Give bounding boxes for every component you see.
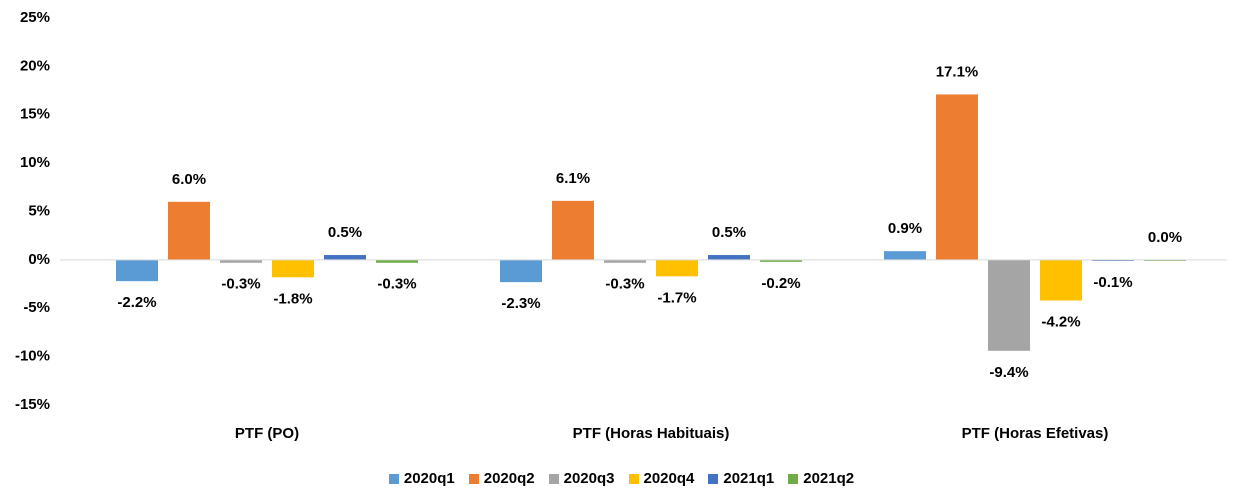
bar xyxy=(760,259,802,262)
bar xyxy=(376,259,418,263)
data-label: 0.9% xyxy=(888,220,922,237)
y-tick-label: 15% xyxy=(20,106,50,123)
legend-swatch xyxy=(388,473,399,484)
legend-label: 2021q2 xyxy=(803,470,855,487)
bar xyxy=(220,259,262,263)
data-label: 6.0% xyxy=(172,171,206,188)
bar xyxy=(116,259,158,282)
y-tick-label: 0% xyxy=(28,251,50,268)
bar xyxy=(656,259,698,277)
legend-swatch xyxy=(788,473,799,484)
x-tick-label: PTF (PO) xyxy=(235,425,299,442)
chart: -15% -10% -5% 0% 5% 10% 15% 20% 25% PTF (PO) -2.2%… xyxy=(15,9,1227,442)
bar xyxy=(272,259,314,278)
data-label: 0.5% xyxy=(328,224,362,241)
data-label: -1.7% xyxy=(657,289,696,306)
y-tick-label: -10% xyxy=(15,348,50,365)
bar xyxy=(708,255,750,260)
bar xyxy=(552,200,594,260)
y-tick-label: 25% xyxy=(20,9,50,26)
y-tick-label: -15% xyxy=(15,396,50,413)
legend-label: 2020q4 xyxy=(643,470,695,487)
data-label: -9.4% xyxy=(989,364,1028,381)
y-tick-label: 20% xyxy=(20,57,50,74)
y-tick-label: -5% xyxy=(23,299,50,316)
data-label: -1.8% xyxy=(273,290,312,307)
data-label: 6.1% xyxy=(556,170,590,187)
y-tick-label: 5% xyxy=(28,202,50,219)
legend-label: 2021q1 xyxy=(723,470,775,487)
bar xyxy=(168,201,210,260)
legend-label: 2020q2 xyxy=(483,470,535,487)
data-label: -0.1% xyxy=(1093,274,1132,291)
data-label: -0.3% xyxy=(377,276,416,293)
legend-item: 2020q1 xyxy=(388,470,455,487)
data-label: 17.1% xyxy=(936,63,979,80)
x-tick-label: PTF (Horas Habituais) xyxy=(573,425,730,442)
legend-item: 2021q1 xyxy=(708,470,774,487)
bar xyxy=(884,251,926,260)
legend-item: 2020q2 xyxy=(468,470,535,487)
legend-label: 2020q1 xyxy=(403,470,455,487)
bar xyxy=(324,255,366,260)
legend-item: 2020q3 xyxy=(548,470,615,487)
bar xyxy=(988,259,1030,351)
bar xyxy=(500,259,542,283)
bar xyxy=(936,94,978,260)
data-label: -0.2% xyxy=(761,275,800,292)
data-label: -0.3% xyxy=(605,276,644,293)
legend-swatch xyxy=(628,473,639,484)
bar xyxy=(604,259,646,263)
data-label: -2.2% xyxy=(117,294,156,311)
legend-label: 2020q3 xyxy=(563,470,615,487)
bar xyxy=(1040,259,1082,301)
data-label: 0.0% xyxy=(1148,229,1182,246)
legend-swatch xyxy=(548,473,559,484)
x-tick-label: PTF (Horas Efetivas) xyxy=(962,425,1109,442)
data-label: -4.2% xyxy=(1041,313,1080,330)
y-tick-label: 10% xyxy=(20,154,50,171)
legend: 2020q1 2020q2 2020q3 2020q4 2021q1 2021q2 xyxy=(0,470,1243,487)
legend-item: 2021q2 xyxy=(788,470,854,487)
legend-swatch xyxy=(708,473,719,484)
legend-swatch xyxy=(468,473,479,484)
data-label: 0.5% xyxy=(712,224,746,241)
data-label: -0.3% xyxy=(221,276,260,293)
legend-item: 2020q4 xyxy=(628,470,695,487)
data-label: -2.3% xyxy=(501,295,540,312)
